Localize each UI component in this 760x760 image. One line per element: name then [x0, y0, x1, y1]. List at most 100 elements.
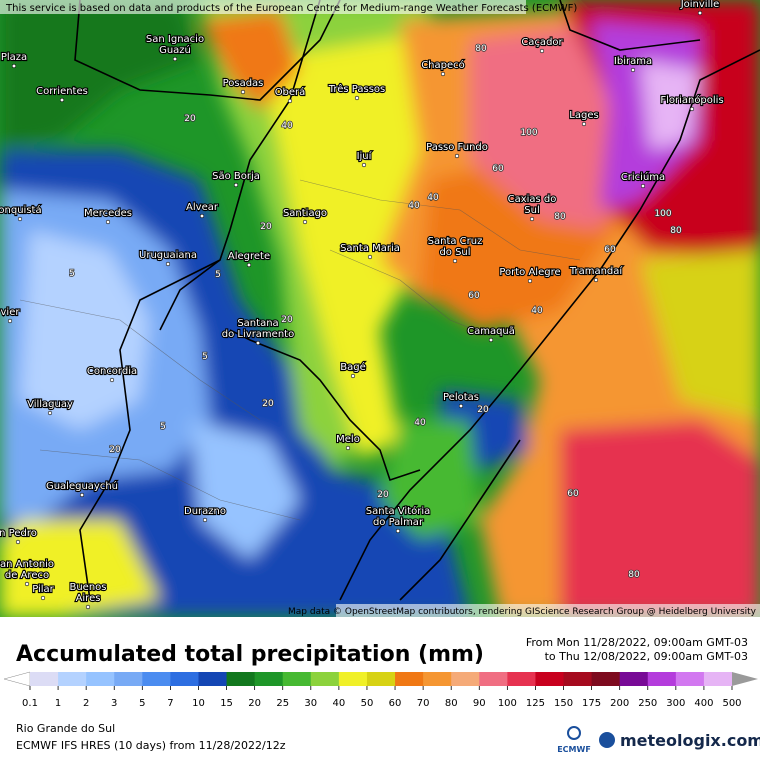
city-name: Santa Maria: [340, 243, 400, 254]
colorbar-segment: [647, 672, 677, 686]
city-dot: [488, 337, 494, 343]
city-dot: [255, 340, 261, 346]
colorbar-segment: [507, 672, 536, 686]
city-name: Porto Alegre: [499, 267, 560, 278]
colorbar-arrow-high: [732, 672, 758, 686]
colorbar-tick-label: 500: [722, 698, 741, 709]
colorbar-segment: [282, 672, 312, 686]
colorbar-tick-label: 80: [445, 698, 458, 709]
city-name: Santana: [237, 318, 278, 329]
city-dot: [581, 121, 587, 127]
city-dot: [165, 261, 171, 267]
colorbar-tick-label: 15: [220, 698, 233, 709]
contour-label: 20: [281, 315, 293, 325]
city-name: Sul: [524, 205, 539, 216]
city-dot: [593, 277, 599, 283]
colorbar: 0.1 1 2 3 5 7 10 15 20 25 30 40 50 60 70 80 90 100 125 150 1…: [3, 671, 758, 709]
city-name: Santiago: [283, 208, 327, 219]
attribution-top: This service is based on data and produc…: [5, 3, 577, 14]
city-name: Ibirama: [614, 56, 652, 67]
city-name: Corrientes: [36, 86, 88, 97]
colorbar-segment: [366, 672, 396, 686]
city-dot: [395, 528, 401, 534]
contour-label: 20: [109, 445, 121, 455]
contour-label: 20: [477, 405, 489, 415]
city-name: São Borja: [212, 171, 260, 182]
city-dot: [302, 219, 308, 225]
colorbar-tick-label: 200: [610, 698, 629, 709]
contour-label: 40: [408, 201, 420, 211]
contour-label: 80: [475, 44, 487, 54]
city-name: Ijuí: [357, 150, 373, 162]
city-dot: [240, 89, 246, 95]
city-dot: [11, 63, 17, 69]
city-dot: [539, 48, 545, 54]
colorbar-tick-label: 90: [473, 698, 486, 709]
colorbar-segment: [86, 672, 115, 686]
contour-label: 80: [670, 226, 682, 236]
contour-label: 40: [427, 193, 439, 203]
contour-label: 20: [260, 222, 272, 232]
colorbar-tick-label: 20: [248, 698, 261, 709]
city-dot: [367, 254, 373, 260]
contour-label: 40: [414, 418, 426, 428]
city-name: Oberá: [275, 86, 306, 98]
contour-label: 5: [202, 352, 208, 362]
period-to: to Thu 12/08/2022, 09:00am GMT-03: [545, 650, 748, 663]
city-name: Caxias do: [508, 194, 557, 205]
colorbar-segment: [254, 672, 284, 686]
city-dot: [85, 604, 91, 610]
city-name: Posadas: [223, 78, 264, 89]
city-name: do Livramento: [222, 329, 294, 340]
colorbar-segment: [58, 672, 87, 686]
contour-label: 80: [628, 570, 640, 580]
contour-label: 5: [160, 422, 166, 432]
colorbar-tick-label: 400: [694, 698, 713, 709]
city-dot: [172, 56, 178, 62]
colorbar-segment: [114, 672, 143, 686]
colorbar-tick-label: 40: [333, 698, 346, 709]
contour-label: 60: [567, 489, 579, 499]
legend-title: Accumulated total precipitation (mm): [16, 642, 484, 667]
colorbar-tick-label: 150: [554, 698, 573, 709]
colorbar-tick-label: 7: [167, 698, 173, 709]
colorbar-segment: [395, 672, 424, 686]
city-dot: [105, 219, 111, 225]
city-dot: [350, 373, 356, 379]
colorbar-tick-label: 10: [192, 698, 205, 709]
city-dot: [345, 445, 351, 451]
city-dot: [202, 517, 208, 523]
contour-label: 100: [520, 128, 537, 138]
city-dot: [233, 182, 239, 188]
city-dot: [246, 262, 252, 268]
colorbar-tick-label: 175: [582, 698, 601, 709]
contour-label: 5: [215, 270, 221, 280]
city-dot: [17, 216, 23, 222]
city-dot: [109, 377, 115, 383]
city-dot: [452, 258, 458, 264]
contour-label: 100: [654, 209, 671, 219]
attribution-bottom: Map data © OpenStreetMap contributors, r…: [288, 607, 757, 617]
city-name: San Ignacio: [146, 34, 204, 45]
city-dot: [697, 10, 703, 16]
city-name: Chapecó: [421, 59, 465, 71]
colorbar-tick-label: 5: [139, 698, 145, 709]
colorbar-segment: [619, 672, 649, 686]
contour-label: 60: [604, 245, 616, 255]
contour-labels: 5 5 5 5 20 20 20 20 20 20 20 40 40 40 40 40 60 60 60 60 80 80…: [68, 43, 682, 581]
city-name: Camaquã: [467, 326, 515, 337]
city-dot: [640, 183, 646, 189]
colorbar-segment: [310, 672, 340, 686]
city-name: Gualeguaychú: [46, 480, 118, 492]
attribution-bg: [0, 0, 526, 14]
city-dot: [47, 410, 53, 416]
period-from: From Mon 11/28/2022, 09:00am GMT-03: [526, 636, 748, 649]
contour-label: 60: [492, 164, 504, 174]
city-name: Caçador: [521, 37, 563, 48]
city-name: de Areco: [5, 570, 49, 581]
city-dot: [59, 97, 65, 103]
city-name: Uruguaiana: [139, 250, 197, 261]
city-name: Pelotas: [443, 392, 479, 403]
